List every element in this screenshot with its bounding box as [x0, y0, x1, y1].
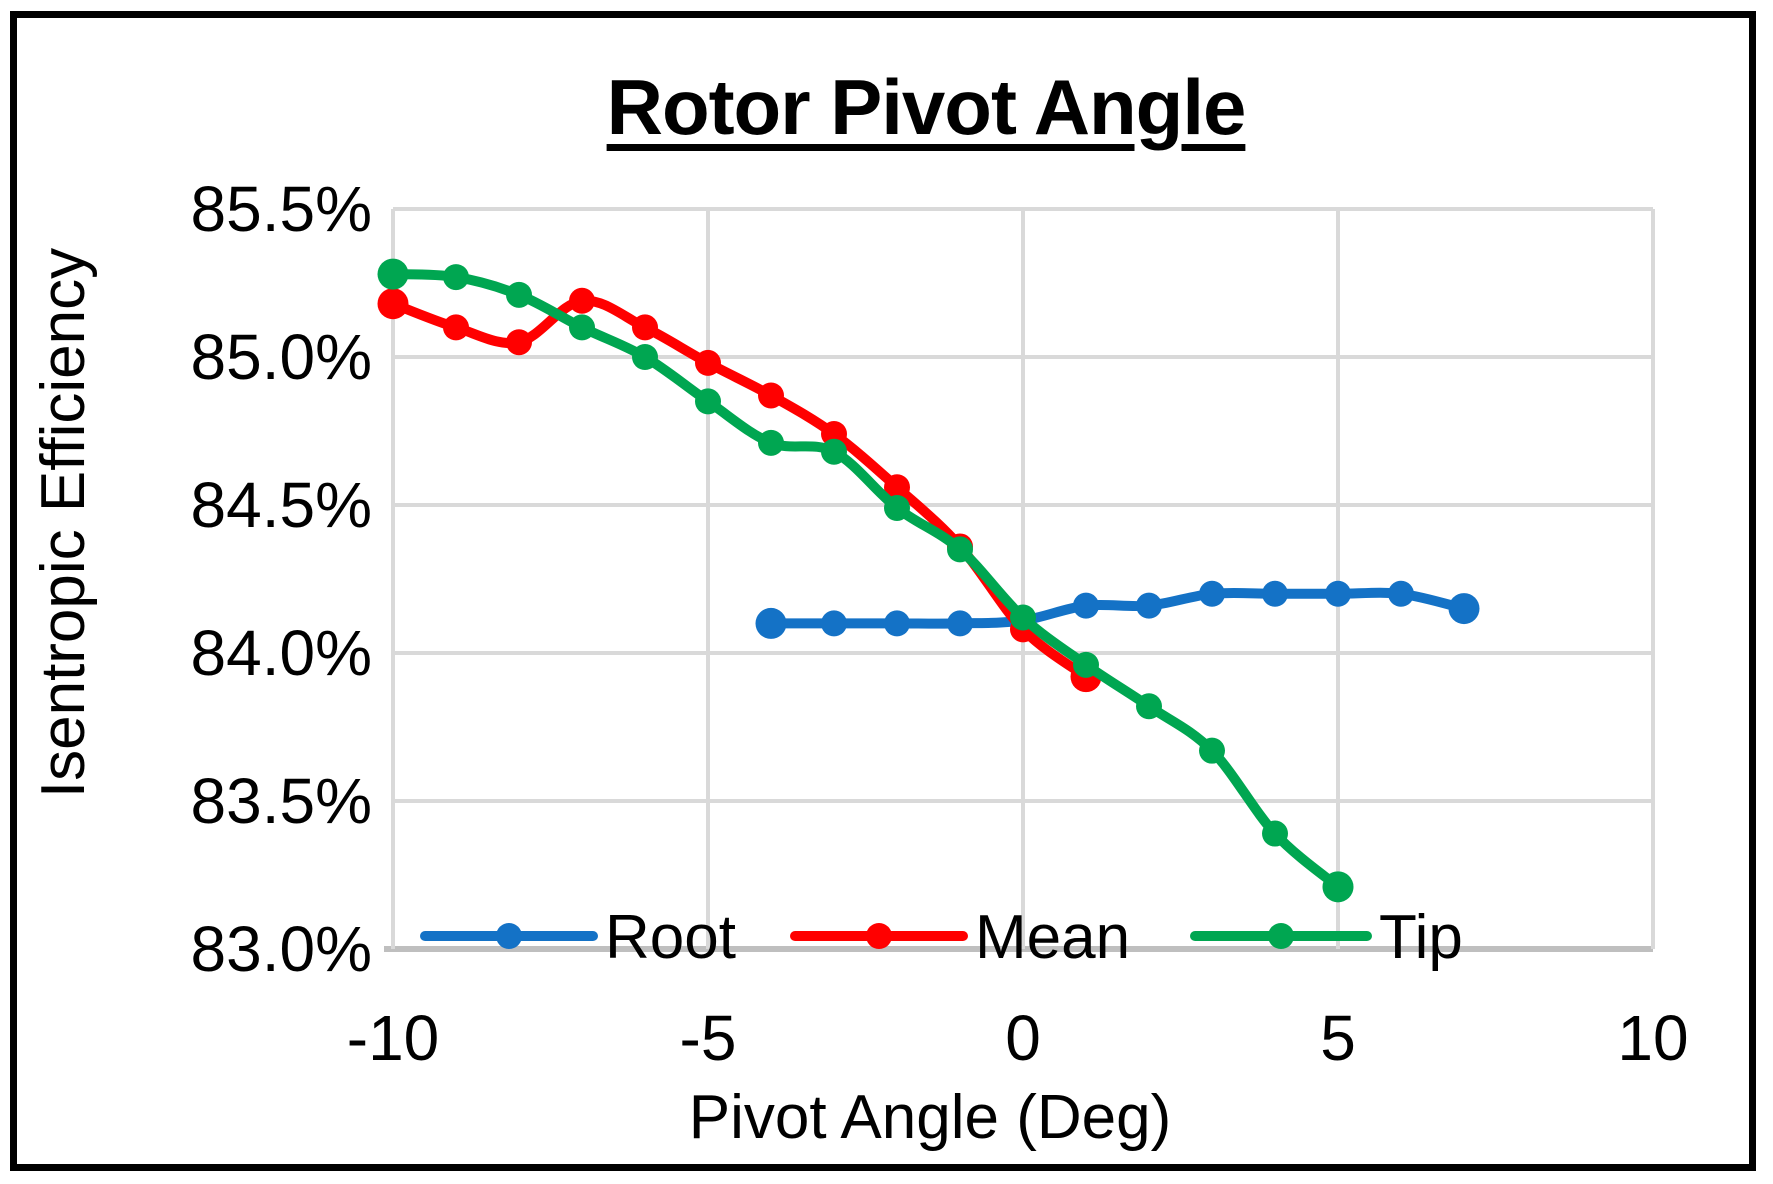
x-tick-label: 0 — [1005, 1002, 1041, 1074]
data-point-root — [1325, 580, 1351, 607]
data-point-tip — [758, 429, 784, 456]
data-point-mean — [758, 382, 784, 409]
data-point-root — [1448, 593, 1480, 625]
data-point-tip — [377, 258, 409, 290]
legend-marker-root — [496, 923, 522, 949]
data-point-tip — [1322, 871, 1354, 903]
data-point-tip — [821, 438, 847, 465]
x-tick-label: 5 — [1320, 1002, 1356, 1074]
data-point-tip — [695, 388, 721, 415]
data-point-root — [821, 610, 847, 637]
x-tick-label: -10 — [347, 1002, 440, 1074]
data-point-tip — [1262, 820, 1288, 847]
data-point-tip — [884, 494, 910, 521]
y-axis-title: Isentropic Efficiency — [29, 247, 98, 799]
data-point-root — [884, 610, 910, 637]
legend-marker-tip — [1268, 923, 1294, 949]
data-point-mean — [443, 314, 469, 341]
y-tick-label: 85.0% — [191, 321, 372, 393]
series-line-root — [766, 587, 1469, 629]
data-point-mean — [884, 474, 910, 501]
x-axis-title: Pivot Angle (Deg) — [688, 1083, 1172, 1152]
data-point-tip — [1136, 693, 1162, 720]
data-point-mean — [632, 314, 658, 341]
data-point-root — [1388, 580, 1414, 607]
data-point-tip — [947, 536, 973, 563]
data-point-root — [1262, 580, 1288, 607]
data-point-tip — [506, 281, 532, 308]
legend-label-tip: Tip — [1379, 903, 1463, 972]
data-point-mean — [506, 329, 532, 356]
y-tick-label: 84.0% — [191, 617, 372, 689]
data-point-mean — [569, 287, 595, 314]
data-point-tip — [1199, 737, 1225, 764]
data-point-root — [1136, 592, 1162, 619]
series-line-tip — [388, 269, 1343, 892]
chart-title: Rotor Pivot Angle — [606, 63, 1247, 151]
legend-label-mean: Mean — [975, 903, 1130, 972]
y-tick-label: 83.0% — [191, 913, 372, 985]
y-tick-label: 83.5% — [191, 765, 372, 837]
x-tick-label: 10 — [1617, 1002, 1688, 1074]
data-point-root — [1073, 592, 1099, 619]
data-point-mean — [821, 420, 847, 447]
data-point-root — [947, 610, 973, 637]
data-point-root — [755, 607, 787, 639]
x-tick-label: -5 — [680, 1002, 737, 1074]
data-point-tip — [632, 344, 658, 370]
data-point-tip — [443, 264, 469, 291]
data-point-tip — [1010, 604, 1036, 631]
legend-label-root: Root — [605, 903, 736, 972]
data-point-tip — [1073, 651, 1099, 678]
data-point-root — [1199, 580, 1225, 607]
data-point-mean — [695, 349, 721, 376]
data-point-mean — [377, 288, 409, 320]
y-tick-label: 84.5% — [191, 469, 372, 541]
data-point-tip — [569, 314, 595, 341]
legend-marker-mean — [866, 923, 892, 949]
chart-border — [10, 11, 1756, 1171]
y-tick-label: 85.5% — [191, 173, 372, 245]
